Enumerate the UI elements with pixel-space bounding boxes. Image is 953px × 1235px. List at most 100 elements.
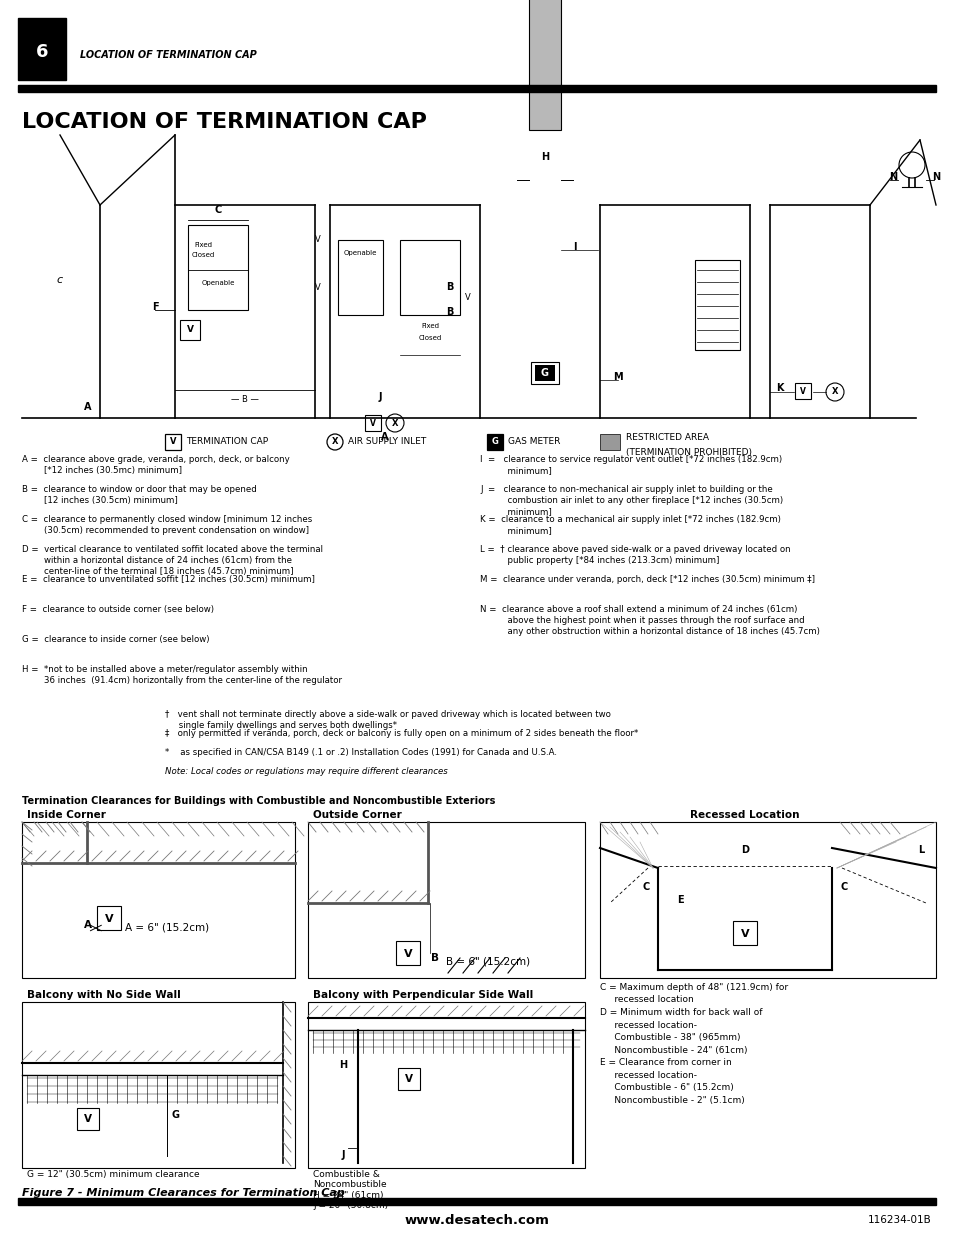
Text: V: V xyxy=(740,929,748,939)
Text: D: D xyxy=(740,845,748,855)
Text: Openable: Openable xyxy=(201,280,234,287)
Text: K: K xyxy=(776,383,783,393)
Text: GAS METER: GAS METER xyxy=(507,437,559,447)
Text: LOCATION OF TERMINATION CAP: LOCATION OF TERMINATION CAP xyxy=(80,49,256,61)
Text: c: c xyxy=(57,275,63,285)
Text: A: A xyxy=(84,403,91,412)
Text: A: A xyxy=(84,920,91,930)
Circle shape xyxy=(327,433,343,450)
Text: A =  clearance above grade, veranda, porch, deck, or balcony
        [*12 inches: A = clearance above grade, veranda, porc… xyxy=(22,454,290,475)
Text: Combustible &
Noncombustible
H = 24" (61cm)
J = 20" (50.8cm): Combustible & Noncombustible H = 24" (61… xyxy=(313,1170,388,1210)
Text: H: H xyxy=(540,152,549,162)
Text: RESTRICTED AREA: RESTRICTED AREA xyxy=(625,433,708,442)
Bar xyxy=(399,240,459,315)
Text: N: N xyxy=(888,172,896,182)
Text: TERMINATION CAP: TERMINATION CAP xyxy=(186,437,268,447)
Text: K =  clearance to a mechanical air supply inlet [*72 inches (182.9cm)
          : K = clearance to a mechanical air supply… xyxy=(479,515,781,535)
Text: (TERMINATION PROHIBITED): (TERMINATION PROHIBITED) xyxy=(625,447,751,457)
Text: *    as specified in CAN/CSA B149 (.1 or .2) Installation Codes (1991) for Canad: * as specified in CAN/CSA B149 (.1 or .2… xyxy=(165,748,557,757)
Text: †   vent shall not terminate directly above a side-walk or paved driveway which : † vent shall not terminate directly abov… xyxy=(165,710,610,730)
Bar xyxy=(308,823,584,978)
Text: I: I xyxy=(573,242,577,252)
Text: E: E xyxy=(676,895,682,905)
Text: M: M xyxy=(613,372,622,382)
Text: B: B xyxy=(446,308,454,317)
Text: B =  clearance to window or door that may be opened
        [12 inches (30.5cm) : B = clearance to window or door that may… xyxy=(22,485,256,505)
Text: J: J xyxy=(377,391,381,403)
Text: V: V xyxy=(170,437,176,447)
Circle shape xyxy=(386,414,403,432)
Text: X: X xyxy=(392,419,397,427)
Bar xyxy=(97,906,121,930)
Bar xyxy=(18,85,935,91)
Text: LOCATION OF TERMINATION CAP: LOCATION OF TERMINATION CAP xyxy=(22,112,426,132)
Text: A: A xyxy=(381,432,388,442)
Text: J: J xyxy=(341,1150,344,1160)
Bar xyxy=(599,433,619,450)
Text: AIR SUPPLY INLET: AIR SUPPLY INLET xyxy=(348,437,426,447)
Text: C = Maximum depth of 48" (121.9cm) for
     recessed location
D = Minimum width : C = Maximum depth of 48" (121.9cm) for r… xyxy=(599,983,787,1104)
Bar xyxy=(337,240,382,315)
Text: V: V xyxy=(465,293,471,303)
Text: V: V xyxy=(314,283,320,291)
Text: V: V xyxy=(403,948,412,960)
Text: X: X xyxy=(332,437,338,447)
Text: C: C xyxy=(641,882,649,892)
Bar xyxy=(486,433,502,450)
Text: N =  clearance above a roof shall extend a minimum of 24 inches (61cm)
         : N = clearance above a roof shall extend … xyxy=(479,605,819,636)
Circle shape xyxy=(825,383,843,401)
Text: C: C xyxy=(214,205,221,215)
Text: Fixed: Fixed xyxy=(420,324,438,329)
Text: Inside Corner: Inside Corner xyxy=(27,810,106,820)
Text: Recessed Location: Recessed Location xyxy=(689,810,799,820)
Bar xyxy=(535,366,555,382)
Text: F =  clearance to outside corner (see below): F = clearance to outside corner (see bel… xyxy=(22,605,213,614)
Text: H =  *not to be installed above a meter/regulator assembly within
        36 inc: H = *not to be installed above a meter/r… xyxy=(22,664,341,685)
Bar xyxy=(188,225,248,310)
Bar xyxy=(18,19,66,80)
Text: V: V xyxy=(186,326,193,335)
Bar xyxy=(18,1198,935,1205)
Text: www.desatech.com: www.desatech.com xyxy=(404,1214,549,1226)
Bar xyxy=(165,433,181,450)
Text: V: V xyxy=(105,914,113,924)
Text: Figure 7 - Minimum Clearances for Termination Cap: Figure 7 - Minimum Clearances for Termin… xyxy=(22,1188,345,1198)
Bar xyxy=(308,1002,584,1168)
Text: V: V xyxy=(800,387,805,395)
Text: C: C xyxy=(840,882,846,892)
Circle shape xyxy=(898,152,924,178)
Text: J  =   clearance to non-mechanical air supply inlet to building or the
         : J = clearance to non-mechanical air supp… xyxy=(479,485,782,516)
Bar xyxy=(732,921,757,945)
Text: Balcony with No Side Wall: Balcony with No Side Wall xyxy=(27,990,180,1000)
Text: L: L xyxy=(917,845,923,855)
Bar xyxy=(397,1068,419,1091)
Text: X: X xyxy=(831,388,838,396)
Text: B: B xyxy=(446,282,454,291)
Bar xyxy=(22,823,294,978)
Text: A = 6" (15.2cm): A = 6" (15.2cm) xyxy=(125,923,209,932)
Bar xyxy=(695,261,740,350)
Text: G: G xyxy=(491,437,497,447)
Text: 6: 6 xyxy=(35,43,49,61)
Bar xyxy=(529,0,560,130)
Text: Balcony with Perpendicular Side Wall: Balcony with Perpendicular Side Wall xyxy=(313,990,533,1000)
Text: 116234-01B: 116234-01B xyxy=(867,1215,931,1225)
Text: Fixed: Fixed xyxy=(193,242,212,248)
Text: Openable: Openable xyxy=(343,249,376,256)
Bar xyxy=(531,362,558,384)
Text: V: V xyxy=(370,419,375,427)
Text: Closed: Closed xyxy=(192,252,214,258)
Text: — B —: — B — xyxy=(231,395,258,404)
Text: N: N xyxy=(931,172,939,182)
Text: H: H xyxy=(338,1060,347,1070)
Text: Outside Corner: Outside Corner xyxy=(313,810,401,820)
Text: G = 12" (30.5cm) minimum clearance: G = 12" (30.5cm) minimum clearance xyxy=(27,1170,199,1179)
Text: M =  clearance under veranda, porch, deck [*12 inches (30.5cm) minimum ‡]: M = clearance under veranda, porch, deck… xyxy=(479,576,814,584)
Text: Note: Local codes or regulations may require different clearances: Note: Local codes or regulations may req… xyxy=(165,767,447,776)
Text: Termination Clearances for Buildings with Combustible and Noncombustible Exterio: Termination Clearances for Buildings wit… xyxy=(22,797,495,806)
Bar xyxy=(794,383,810,399)
Bar xyxy=(599,823,935,978)
Bar xyxy=(365,415,380,431)
Text: D =  vertical clearance to ventilated soffit located above the terminal
        : D = vertical clearance to ventilated sof… xyxy=(22,545,323,577)
Text: E =  clearance to unventilated soffit [12 inches (30.5cm) minimum]: E = clearance to unventilated soffit [12… xyxy=(22,576,314,584)
